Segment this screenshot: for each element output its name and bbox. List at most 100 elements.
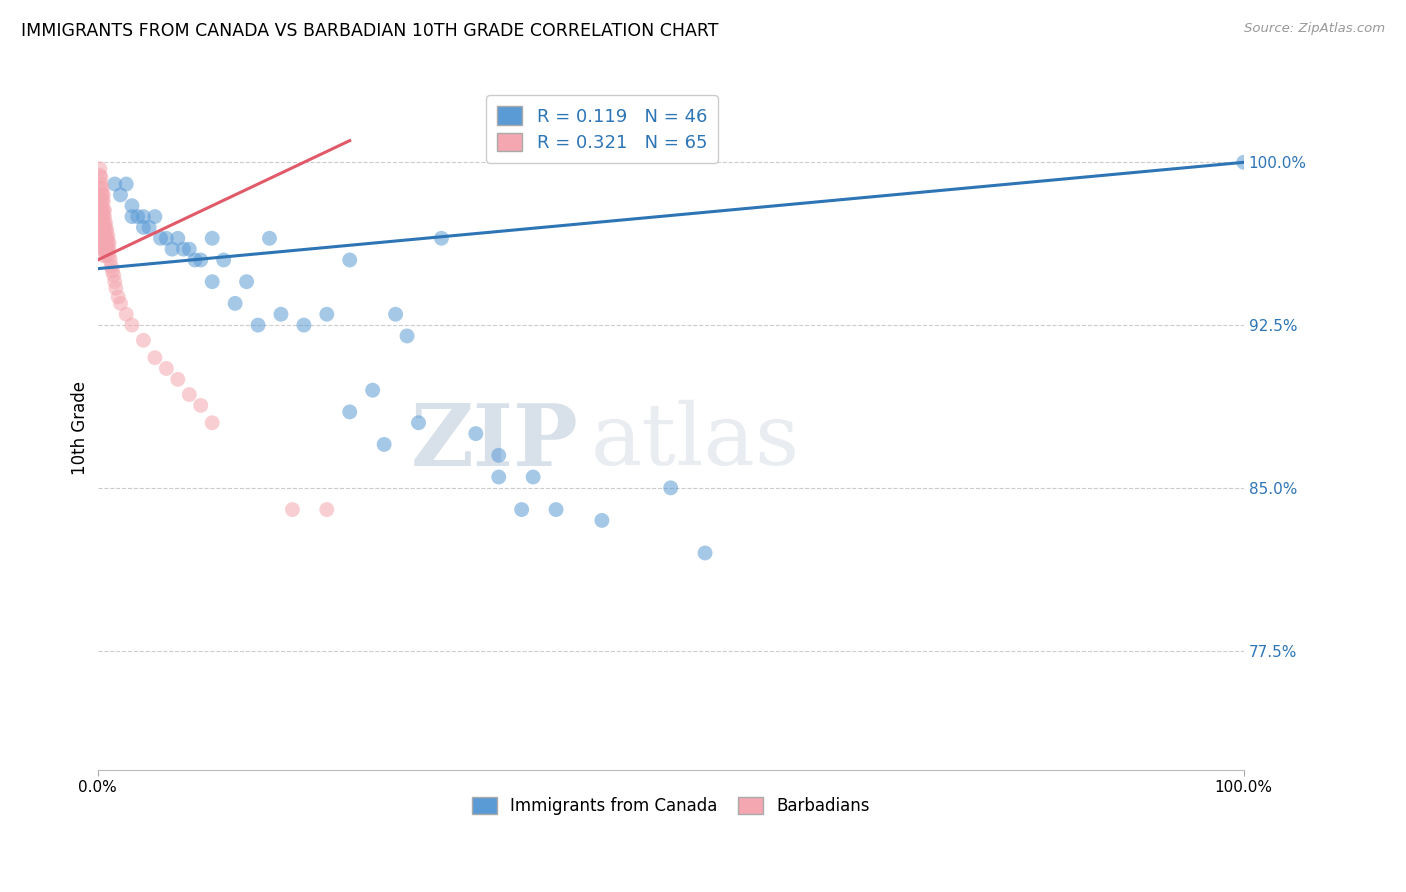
Point xyxy=(93,216,115,230)
Point xyxy=(91,187,114,202)
Point xyxy=(173,242,195,256)
Point xyxy=(166,372,188,386)
Point xyxy=(190,252,212,267)
Text: IMMIGRANTS FROM CANADA VS BARBADIAN 10TH GRADE CORRELATION CHART: IMMIGRANTS FROM CANADA VS BARBADIAN 10TH… xyxy=(21,22,718,40)
Point xyxy=(107,290,129,304)
Point xyxy=(488,448,510,462)
Point xyxy=(361,383,384,397)
Point xyxy=(259,231,281,245)
Point xyxy=(104,281,127,295)
Point xyxy=(127,210,149,224)
Point xyxy=(201,275,224,289)
Point xyxy=(179,387,201,401)
Point xyxy=(97,235,120,250)
Point xyxy=(91,242,114,256)
Point xyxy=(339,405,361,419)
Point xyxy=(270,307,292,321)
Point xyxy=(659,481,682,495)
Point xyxy=(510,502,533,516)
Point xyxy=(132,220,155,235)
Point xyxy=(89,161,111,176)
Point xyxy=(101,264,124,278)
Point xyxy=(201,231,224,245)
Point xyxy=(96,242,118,256)
Point xyxy=(1233,155,1256,169)
Point xyxy=(104,275,127,289)
Text: ZIP: ZIP xyxy=(411,400,579,483)
Point xyxy=(132,333,155,347)
Point xyxy=(91,202,114,217)
Point xyxy=(94,242,117,256)
Point xyxy=(91,222,114,236)
Point xyxy=(93,210,115,224)
Point xyxy=(184,252,207,267)
Point xyxy=(315,502,337,516)
Legend: Immigrants from Canada, Barbadians: Immigrants from Canada, Barbadians xyxy=(464,789,877,823)
Point xyxy=(396,329,419,343)
Point xyxy=(104,177,127,191)
Point xyxy=(94,229,117,244)
Point xyxy=(201,416,224,430)
Point xyxy=(224,296,246,310)
Point xyxy=(96,235,118,250)
Point xyxy=(115,307,138,321)
Point xyxy=(121,210,143,224)
Point xyxy=(91,249,114,263)
Point xyxy=(121,318,143,332)
Point xyxy=(143,351,166,365)
Point xyxy=(90,181,112,195)
Point xyxy=(94,222,117,236)
Point xyxy=(149,231,172,245)
Point xyxy=(430,231,453,245)
Point xyxy=(93,235,115,250)
Point xyxy=(91,235,114,250)
Point xyxy=(91,194,114,209)
Point xyxy=(103,268,125,282)
Point xyxy=(488,470,510,484)
Point xyxy=(98,249,121,263)
Point xyxy=(96,249,118,263)
Point xyxy=(138,220,160,235)
Point xyxy=(91,210,114,224)
Point xyxy=(91,229,114,244)
Point xyxy=(90,170,112,185)
Point xyxy=(97,229,120,244)
Point xyxy=(98,242,121,256)
Point xyxy=(89,169,111,183)
Point xyxy=(155,361,177,376)
Point xyxy=(91,181,114,195)
Point xyxy=(247,318,270,332)
Point xyxy=(93,229,115,244)
Point xyxy=(155,231,177,245)
Point xyxy=(97,242,120,256)
Point xyxy=(166,231,188,245)
Point xyxy=(115,177,138,191)
Point xyxy=(93,242,115,256)
Point xyxy=(384,307,406,321)
Point xyxy=(464,426,486,441)
Point xyxy=(94,235,117,250)
Point xyxy=(132,210,155,224)
Point xyxy=(235,275,257,289)
Point xyxy=(98,252,121,267)
Point xyxy=(90,187,112,202)
Point xyxy=(160,242,183,256)
Point xyxy=(98,235,121,250)
Point xyxy=(143,210,166,224)
Point xyxy=(90,177,112,191)
Y-axis label: 10th Grade: 10th Grade xyxy=(72,381,89,475)
Point xyxy=(96,229,118,244)
Point xyxy=(281,502,304,516)
Point xyxy=(212,252,235,267)
Point xyxy=(110,296,132,310)
Point xyxy=(90,201,112,215)
Point xyxy=(94,216,117,230)
Point xyxy=(96,222,118,236)
Point xyxy=(91,194,114,209)
Point xyxy=(339,252,361,267)
Point xyxy=(179,242,201,256)
Point xyxy=(190,398,212,412)
Point xyxy=(408,416,430,430)
Point xyxy=(292,318,315,332)
Point xyxy=(91,210,114,224)
